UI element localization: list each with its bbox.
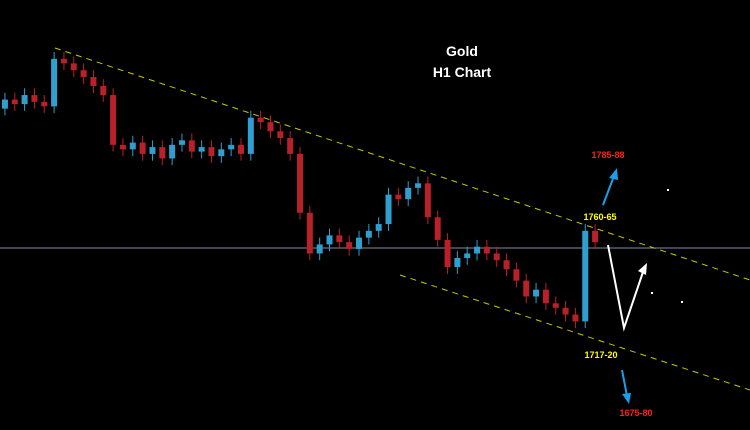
candle-body [41, 101, 48, 107]
candle-body [257, 117, 264, 123]
candle-body [198, 147, 205, 152]
candle-body [129, 142, 136, 150]
chart-title: Gold [446, 43, 478, 59]
projection-head [638, 263, 647, 275]
level-label: 1675-80 [619, 408, 652, 418]
candle-body [336, 235, 343, 243]
candle-body [434, 217, 441, 240]
candle-body [513, 269, 520, 281]
candles [1, 52, 599, 329]
lower-trend-line [399, 274, 750, 391]
up-arrow-head [609, 168, 618, 180]
candle-body [552, 303, 559, 308]
candle-body [159, 147, 166, 159]
candle-body [326, 235, 333, 245]
chart-subtitle: H1 Chart [433, 64, 492, 80]
candle-body [169, 144, 176, 159]
candle-body [80, 70, 87, 77]
candle-body [90, 76, 97, 86]
candle-body [572, 314, 579, 322]
candle-body [493, 253, 500, 261]
candle-body [316, 244, 323, 254]
candle-body [70, 63, 77, 71]
arrows [602, 168, 683, 404]
candle-body [454, 258, 461, 268]
candle-body [228, 144, 235, 150]
candle-body [237, 144, 244, 154]
candle-body [464, 253, 471, 258]
candle-body [405, 187, 412, 200]
dot [651, 292, 653, 294]
candle-body [208, 147, 215, 157]
candle-body [247, 117, 254, 154]
candle-body [474, 246, 481, 254]
candle-body [592, 230, 599, 243]
candle-body [533, 289, 540, 297]
dot [681, 301, 683, 303]
candle-body [11, 99, 18, 105]
level-label: 1785-88 [591, 150, 624, 160]
candle-body [395, 194, 402, 200]
candle-body [562, 307, 569, 315]
candle-body [267, 122, 274, 132]
candle-body [444, 239, 451, 268]
candle-body [149, 147, 156, 154]
candle-body [582, 230, 589, 322]
candle-body [503, 260, 510, 270]
up-arrow [602, 175, 615, 206]
candle-body [297, 153, 303, 213]
projection-path [607, 244, 644, 332]
candle-body [356, 237, 363, 249]
candle-body [346, 242, 353, 249]
candle-body [306, 212, 313, 254]
candle-body [51, 58, 58, 107]
candle-body [31, 95, 38, 102]
candle-body [277, 131, 284, 139]
candle-body [523, 280, 530, 297]
level-label: 1717-20 [584, 350, 617, 360]
candle-body [110, 95, 117, 145]
down-arrow-head [622, 393, 631, 404]
dot [667, 189, 669, 191]
candle-body [60, 58, 67, 64]
upper-trend-line [54, 47, 750, 281]
candle-body [542, 289, 549, 304]
down-arrow [621, 369, 628, 397]
candle-body [178, 140, 185, 145]
candle-body [287, 138, 294, 154]
candle-body [385, 194, 392, 225]
candle-body [21, 95, 28, 105]
candle-body [375, 224, 382, 231]
level-label: 1760-65 [583, 212, 616, 222]
candle-body [218, 149, 225, 157]
candle-body [1, 99, 8, 109]
candle-body [100, 86, 107, 96]
candle-body [188, 140, 195, 152]
candle-body [415, 183, 422, 188]
candle-body [139, 142, 146, 154]
candle-body [365, 230, 372, 238]
candle-body [119, 144, 126, 150]
candle-body [424, 183, 431, 218]
candle-body [483, 246, 490, 254]
